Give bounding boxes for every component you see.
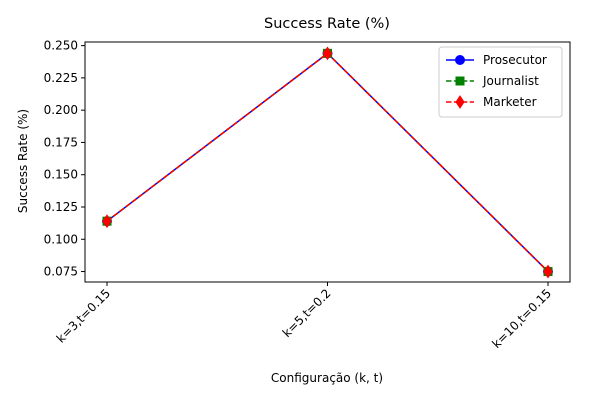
data-point-marketer [543,264,553,279]
legend-label-journalist: Journalist [482,74,539,88]
x-tick-label: k=3,t=0.15 [54,286,113,345]
data-point-marketer [322,46,333,61]
y-tick-label: 0.250 [44,39,78,53]
y-tick-label: 0.075 [44,265,78,279]
legend-marker-journalist [455,76,465,86]
x-axis-title: Configuração (k, t) [271,371,383,385]
x-tick-label: k=10,t=0.15 [489,286,554,351]
y-tick-label: 0.100 [44,232,78,246]
y-axis-title: Success Rate (%) [16,109,30,213]
legend-marker-marketer [455,95,465,109]
y-tick-label: 0.150 [44,168,78,182]
legend-label-prosecutor: Prosecutor [483,53,547,67]
y-tick-label: 0.125 [44,200,78,214]
chart-title: Success Rate (%) [264,16,390,32]
y-tick-label: 0.225 [44,71,78,85]
x-tick-label: k=5,t=0.2 [280,286,334,340]
data-point-marketer [102,214,112,229]
y-tick-label: 0.175 [44,135,78,149]
legend-label-marketer: Marketer [483,95,537,109]
legend: Prosecutor Journalist Marketer [438,46,563,118]
legend-box [438,46,563,118]
y-tick-label: 0.200 [44,103,78,117]
legend-marker-prosecutor [455,55,465,65]
